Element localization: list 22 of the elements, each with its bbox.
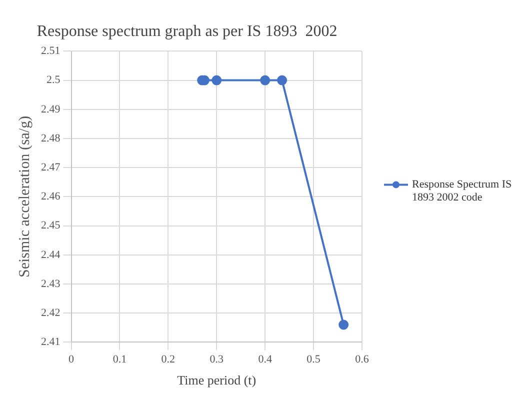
x-tick-label: 0.3 <box>210 354 224 366</box>
y-tick-label: 2.46 <box>41 190 61 203</box>
x-tick-label: 0 <box>68 354 74 366</box>
x-tick-label: 0.1 <box>112 354 127 366</box>
x-tick-label: 0.6 <box>355 354 370 366</box>
x-axis-title: Time period (t) <box>177 372 256 388</box>
y-tick-label: 2.45 <box>41 220 61 232</box>
legend-label: Response Spectrum IS 1893 2002 code <box>412 178 512 204</box>
y-tick-label: 2.49 <box>41 103 61 116</box>
x-tick-label: 0.4 <box>258 354 272 366</box>
y-tick-label: 2.51 <box>41 45 60 58</box>
y-tick-label: 2.42 <box>41 306 60 319</box>
x-tick-label: 0.2 <box>161 354 176 366</box>
y-tick-label: 2.43 <box>41 278 61 290</box>
y-axis-title: Seismic acceleration (sa/g) <box>16 116 33 278</box>
y-tick-label: 2.47 <box>41 161 61 174</box>
y-tick-label: 2.41 <box>41 336 60 348</box>
chart-title: Response spectrum graph as per IS 1893 2002 <box>36 22 338 40</box>
x-tick-label: 0.5 <box>306 354 321 366</box>
y-tick-label: 2.44 <box>41 248 61 261</box>
y-tick-label: 2.5 <box>46 74 61 86</box>
y-tick-label: 2.48 <box>41 132 61 144</box>
